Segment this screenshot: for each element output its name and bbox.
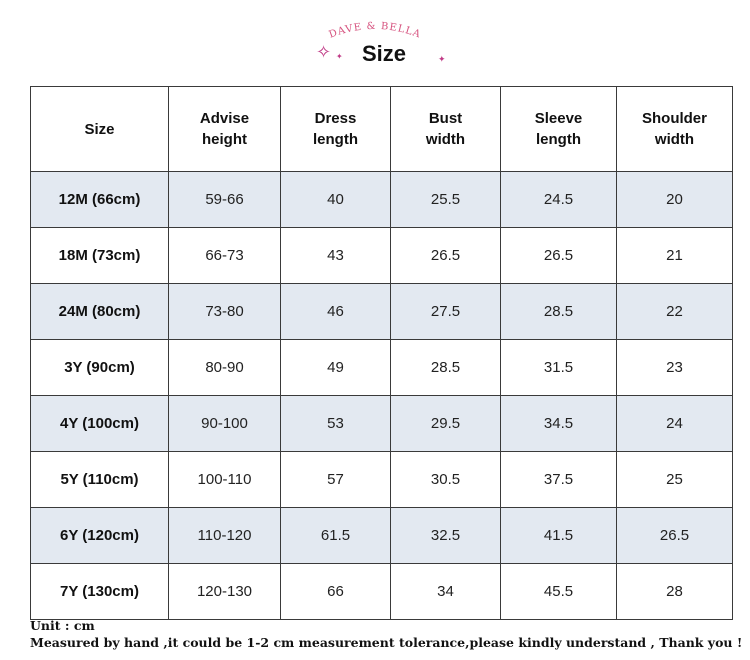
sparkle-icon: ✧ [316, 42, 332, 63]
dress-length-cell: 61.5 [280, 507, 391, 564]
header-bust-width: Bust width [390, 86, 501, 172]
table-row: 3Y (90cm) 80-90 49 28.5 31.5 23 [30, 339, 733, 396]
bust-width-cell: 27.5 [390, 283, 501, 340]
table-row: 12M (66cm) 59-66 40 25.5 24.5 20 [30, 171, 733, 228]
shoulder-width-cell: 23 [616, 339, 733, 396]
sleeve-length-cell: 31.5 [500, 339, 617, 396]
size-cell: 7Y (130cm) [30, 563, 169, 620]
header-sleeve-length: Sleeve length [500, 86, 617, 172]
advise-height-cell: 90-100 [168, 395, 281, 452]
sleeve-length-cell: 41.5 [500, 507, 617, 564]
sleeve-length-cell: 37.5 [500, 451, 617, 508]
shoulder-width-cell: 26.5 [616, 507, 733, 564]
table-row: 24M (80cm) 73-80 46 27.5 28.5 22 [30, 283, 733, 340]
brand-header: DAVE & BELLA ✧ ✦ ✦ Size [300, 14, 450, 74]
size-cell: 5Y (110cm) [30, 451, 169, 508]
unit-note: Unit : cm [30, 618, 95, 633]
small-sparkle-icon: ✦ [336, 52, 343, 61]
header-dress-length: Dress length [280, 86, 391, 172]
page-title: Size [362, 41, 407, 66]
measurement-note: Measured by hand ,it could be 1-2 cm mea… [30, 635, 743, 650]
logo-text: DAVE & BELLA [328, 21, 423, 41]
bust-width-cell: 34 [390, 563, 501, 620]
dress-length-cell: 49 [280, 339, 391, 396]
header-shoulder-width: Shoulder width [616, 86, 733, 172]
header-size: Size [30, 86, 169, 172]
bust-width-cell: 25.5 [390, 171, 501, 228]
dress-length-cell: 40 [280, 171, 391, 228]
dress-length-cell: 57 [280, 451, 391, 508]
sleeve-length-cell: 26.5 [500, 227, 617, 284]
shoulder-width-cell: 20 [616, 171, 733, 228]
small-sparkle-icon: ✦ [438, 55, 446, 65]
size-cell: 12M (66cm) [30, 171, 169, 228]
table-header-row: Size Advise height Dress length Bust width … [30, 86, 733, 172]
header-advise-height: Advise height [168, 86, 281, 172]
shoulder-width-cell: 28 [616, 563, 733, 620]
table-row: 4Y (100cm) 90-100 53 29.5 34.5 24 [30, 395, 733, 452]
advise-height-cell: 100-110 [168, 451, 281, 508]
advise-height-cell: 59-66 [168, 171, 281, 228]
sleeve-length-cell: 24.5 [500, 171, 617, 228]
advise-height-cell: 73-80 [168, 283, 281, 340]
bust-width-cell: 26.5 [390, 227, 501, 284]
advise-height-cell: 120-130 [168, 563, 281, 620]
bust-width-cell: 29.5 [390, 395, 501, 452]
size-cell: 4Y (100cm) [30, 395, 169, 452]
dress-length-cell: 46 [280, 283, 391, 340]
advise-height-cell: 66-73 [168, 227, 281, 284]
table-row: 6Y (120cm) 110-120 61.5 32.5 41.5 26.5 [30, 507, 733, 564]
shoulder-width-cell: 25 [616, 451, 733, 508]
size-cell: 3Y (90cm) [30, 339, 169, 396]
advise-height-cell: 80-90 [168, 339, 281, 396]
dress-length-cell: 53 [280, 395, 391, 452]
sleeve-length-cell: 34.5 [500, 395, 617, 452]
table-row: 5Y (110cm) 100-110 57 30.5 37.5 25 [30, 451, 733, 508]
shoulder-width-cell: 21 [616, 227, 733, 284]
table-row: 7Y (130cm) 120-130 66 34 45.5 28 [30, 563, 733, 620]
dave-bella-logo: DAVE & BELLA [328, 21, 423, 41]
size-cell: 18M (73cm) [30, 227, 169, 284]
bust-width-cell: 28.5 [390, 339, 501, 396]
advise-height-cell: 110-120 [168, 507, 281, 564]
size-cell: 6Y (120cm) [30, 507, 169, 564]
dress-length-cell: 66 [280, 563, 391, 620]
table-row: 18M (73cm) 66-73 43 26.5 26.5 21 [30, 227, 733, 284]
sleeve-length-cell: 28.5 [500, 283, 617, 340]
sleeve-length-cell: 45.5 [500, 563, 617, 620]
shoulder-width-cell: 24 [616, 395, 733, 452]
size-cell: 24M (80cm) [30, 283, 169, 340]
dress-length-cell: 43 [280, 227, 391, 284]
shoulder-width-cell: 22 [616, 283, 733, 340]
bust-width-cell: 30.5 [390, 451, 501, 508]
size-chart-table: Size Advise height Dress length Bust width … [30, 86, 733, 620]
bust-width-cell: 32.5 [390, 507, 501, 564]
